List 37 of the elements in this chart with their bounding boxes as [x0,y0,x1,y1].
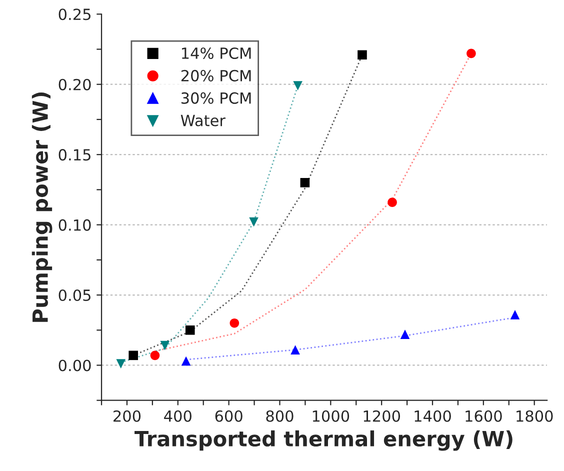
x-tick-label: 800 [266,410,294,422]
x-tick-label: 1600 [466,410,502,422]
point [181,356,191,366]
point [128,350,138,360]
y-tick-label: 0.15 [58,149,90,161]
x-axis-title: Transported thermal energy (W) [134,430,512,451]
point [290,345,300,354]
y-tick-label: 0.05 [58,289,90,302]
y-axis-title: Pumping power (W) [32,92,52,322]
x-tick-label: 600 [215,410,242,422]
point [249,217,258,227]
y-tick-label: 0.20 [58,78,91,90]
y-tick-label: 0.00 [58,360,91,372]
legend-label: 14% PCM [182,47,251,60]
legend-label: 30% PCM [181,92,251,104]
point [300,178,310,188]
point [293,81,302,90]
point [358,50,367,60]
x-tick-label: 200 [114,410,141,422]
point [510,310,520,320]
x-tick-label: 1200 [364,410,400,422]
y-tick-label: 0.25 [58,8,90,20]
x-tick-label: 1400 [414,410,451,422]
point [400,330,410,339]
legend-label: 20% PCM [181,70,251,82]
point [185,325,195,335]
y-tick-label: 0.10 [58,219,91,231]
point [150,350,160,360]
point [160,340,170,350]
x-tick-label: 1000 [312,410,350,422]
legend-label: Water [180,114,226,126]
point [466,48,476,58]
point [230,318,240,328]
point [116,359,126,368]
x-tick-label: 400 [164,410,192,422]
x-tick-label: 1800 [516,410,553,422]
point [388,198,397,207]
